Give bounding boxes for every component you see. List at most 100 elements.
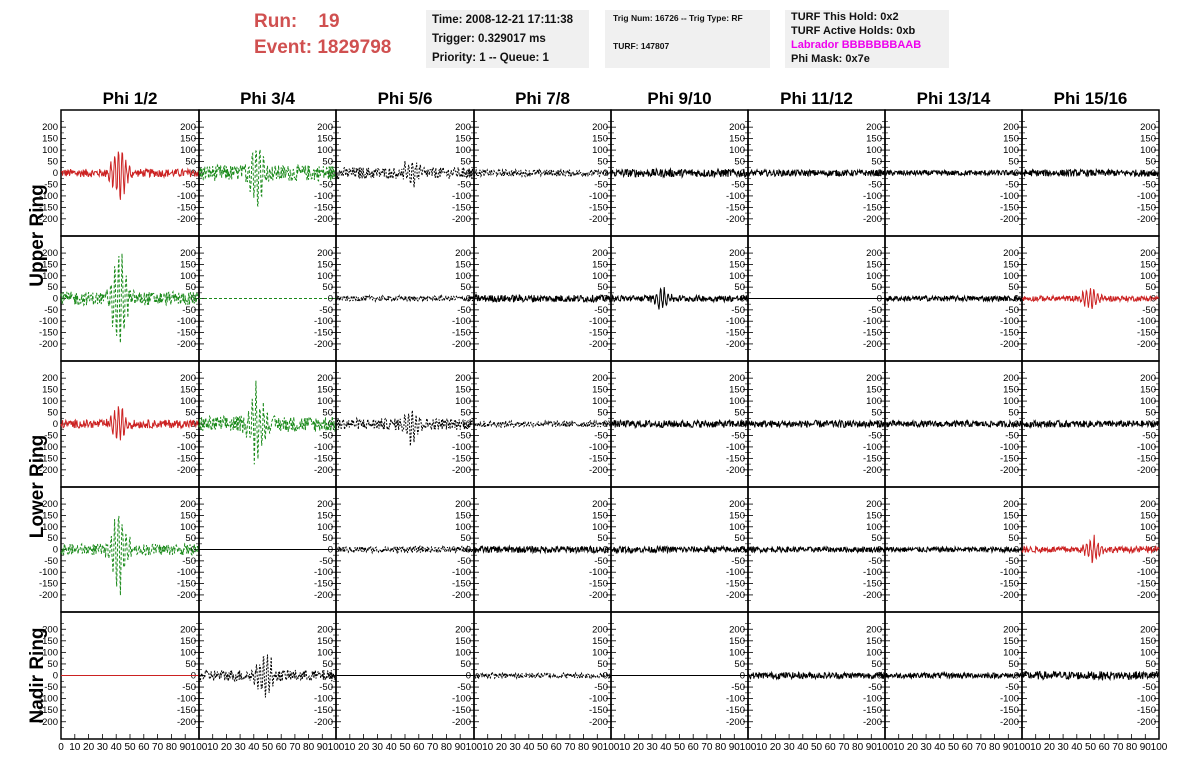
y-tick-label: -200 (314, 590, 333, 601)
y-tick-label: 0 (1151, 419, 1156, 430)
y-tick-label: 50 (871, 157, 882, 168)
y-tick-label: 150 (42, 510, 58, 521)
y-tick-label: -100 (1137, 567, 1156, 578)
y-tick-label: 50 (1008, 282, 1019, 293)
y-tick-label: -150 (726, 705, 745, 716)
y-tick-label: -50 (457, 305, 471, 316)
y-tick-label: -50 (457, 556, 471, 567)
y-tick-label: 50 (47, 408, 58, 419)
y-tick-label: 150 (592, 134, 608, 145)
y-tick-label: 50 (1145, 533, 1156, 544)
y-tick-label: 150 (42, 134, 58, 145)
waveform-trace (1022, 288, 1160, 309)
y-tick-label: 200 (729, 624, 745, 635)
waveform-trace (747, 168, 886, 178)
y-tick-label: 50 (1145, 157, 1156, 168)
y-tick-label: -200 (177, 339, 196, 350)
y-tick-label: 150 (1003, 510, 1019, 521)
y-tick-label: -200 (452, 590, 471, 601)
x-tick-label: 100 (191, 742, 208, 753)
x-tick-label: 10 (893, 742, 905, 753)
waveform-trace (198, 654, 337, 698)
trig-num-text: Trig Num: 16726 -- Trig Type: RF (613, 13, 743, 23)
y-tick-label: -150 (863, 202, 882, 213)
x-tick-label: 70 (1112, 742, 1124, 753)
waveform-trace (473, 671, 612, 680)
x-tick-label: 70 (152, 742, 164, 753)
column-header: Phi 11/12 (780, 89, 853, 108)
run-value: 19 (318, 11, 340, 32)
y-tick-label: -150 (39, 705, 58, 716)
y-tick-label: -100 (39, 442, 58, 453)
y-tick-label: -50 (1142, 430, 1156, 441)
waveform-trace (610, 418, 749, 430)
waveform-trace (610, 167, 749, 179)
x-tick-label: 90 (317, 742, 329, 753)
waveform-trace (747, 418, 886, 429)
y-tick-label: 100 (317, 145, 333, 156)
y-tick-label: -100 (589, 694, 608, 705)
y-tick-label: -200 (1137, 339, 1156, 350)
y-tick-label: 100 (866, 145, 882, 156)
y-tick-label: -200 (1137, 590, 1156, 601)
y-tick-label: 100 (592, 145, 608, 156)
y-tick-label: -150 (726, 328, 745, 339)
x-tick-label: 80 (303, 742, 315, 753)
x-tick-label: 20 (83, 742, 95, 753)
y-tick-label: 150 (866, 134, 882, 145)
y-tick-label: 50 (871, 659, 882, 670)
y-tick-label: 50 (322, 533, 333, 544)
waveform-trace (335, 160, 475, 188)
y-tick-label: 50 (597, 533, 608, 544)
y-tick-label: 200 (729, 499, 745, 510)
y-tick-label: -150 (1137, 453, 1156, 464)
y-tick-label: 150 (866, 259, 882, 270)
y-tick-label: -200 (726, 465, 745, 476)
y-tick-label: 200 (1003, 499, 1019, 510)
time-text: Time: 2008-12-21 17:11:38 (432, 14, 574, 26)
x-tick-label: 60 (413, 742, 425, 753)
y-tick-label: 100 (866, 647, 882, 658)
y-tick-label: -100 (314, 567, 333, 578)
waveform-trace (473, 293, 612, 304)
y-tick-label: 100 (317, 396, 333, 407)
y-tick-label: 50 (1145, 282, 1156, 293)
y-tick-label: -50 (731, 556, 745, 567)
y-tick-label: -50 (594, 682, 608, 693)
waveform-trace (884, 294, 1023, 303)
x-tick-label: 60 (1099, 742, 1111, 753)
y-tick-label: -200 (314, 339, 333, 350)
turf-active-text: TURF Active Holds: 0xb (791, 25, 916, 37)
y-tick-label: -50 (1142, 682, 1156, 693)
y-tick-label: -200 (726, 717, 745, 728)
y-tick-label: -50 (457, 682, 471, 693)
waveform-trace (1021, 167, 1160, 178)
y-tick-label: 200 (1003, 122, 1019, 133)
y-tick-label: -50 (594, 179, 608, 190)
y-tick-label: -200 (1000, 717, 1019, 728)
y-tick-label: 0 (53, 671, 58, 682)
y-tick-label: 50 (1145, 408, 1156, 419)
x-tick-label: 70 (289, 742, 301, 753)
y-tick-label: 200 (1140, 122, 1156, 133)
waveform-trace (610, 544, 749, 555)
y-tick-label: 50 (460, 282, 471, 293)
x-tick-label: 20 (907, 742, 919, 753)
run-line: Run: 19 (254, 9, 391, 35)
y-tick-label: -150 (314, 202, 333, 213)
x-tick-label: 100 (466, 742, 483, 753)
y-tick-label: -150 (1000, 579, 1019, 590)
y-tick-label: -100 (177, 567, 196, 578)
y-tick-label: 50 (322, 282, 333, 293)
y-tick-label: -100 (177, 442, 196, 453)
y-tick-label: 200 (592, 373, 608, 384)
y-tick-label: -100 (39, 567, 58, 578)
y-tick-label: 100 (42, 647, 58, 658)
x-tick-label: 20 (496, 742, 508, 753)
y-tick-label: 150 (180, 510, 196, 521)
row-label: Upper Ring (27, 184, 48, 286)
y-tick-label: -50 (731, 305, 745, 316)
y-tick-label: 50 (460, 659, 471, 670)
y-tick-label: -200 (452, 717, 471, 728)
y-tick-label: 200 (729, 122, 745, 133)
